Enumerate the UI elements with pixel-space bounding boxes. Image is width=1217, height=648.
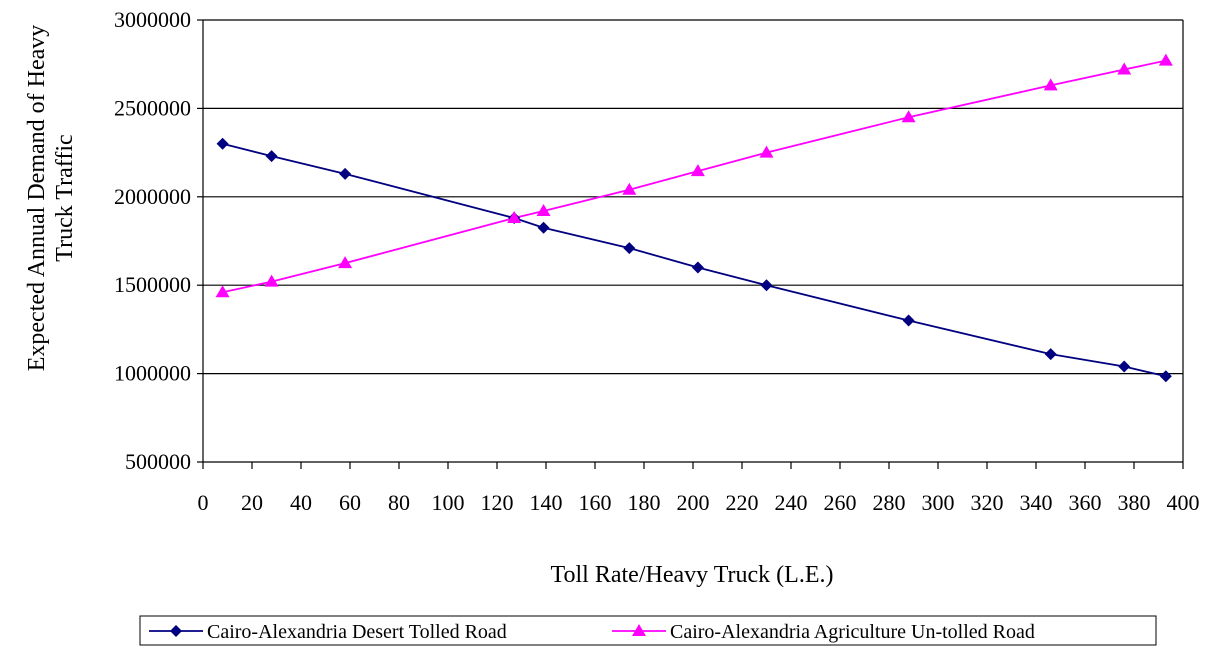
diamond-data-point bbox=[1118, 360, 1131, 373]
x-tick-label: 60 bbox=[339, 490, 361, 515]
x-tick-label: 300 bbox=[922, 490, 955, 515]
triangle-data-point bbox=[1158, 53, 1173, 66]
triangle-data-point bbox=[901, 110, 916, 123]
y-axis-title-line1: Expected Annual Demand of Heavy bbox=[24, 25, 50, 372]
gridlines bbox=[203, 19, 1183, 375]
y-axis-title-line2: Truck Traffic bbox=[52, 134, 78, 261]
y-tick-label: 3000000 bbox=[114, 7, 191, 32]
legend-triangle-marker bbox=[632, 624, 646, 636]
y-tick-label: 500000 bbox=[125, 449, 191, 474]
y-tick-label: 2000000 bbox=[114, 184, 191, 209]
x-tick-label: 20 bbox=[241, 490, 263, 515]
diamond-data-point bbox=[760, 279, 773, 292]
triangle-data-point bbox=[1117, 62, 1132, 75]
x-tick-label: 100 bbox=[432, 490, 465, 515]
triangle-data-point bbox=[1043, 78, 1058, 91]
x-tick-label: 220 bbox=[726, 490, 759, 515]
x-tick-label: 40 bbox=[290, 490, 312, 515]
y-tick-labels: 500000 1000000 1500000 2000000 2500000 300000… bbox=[114, 7, 191, 474]
y-tick-label: 2500000 bbox=[114, 95, 191, 120]
x-tick-label: 160 bbox=[579, 490, 612, 515]
x-tick-label: 0 bbox=[198, 490, 209, 515]
x-tick-label: 360 bbox=[1069, 490, 1102, 515]
series-line-agriculture-untolled bbox=[222, 59, 1167, 294]
legend-diamond-marker bbox=[170, 625, 182, 637]
x-tick-label: 120 bbox=[481, 490, 514, 515]
legend-label: Cairo-Alexandria Agriculture Un-tolled R… bbox=[670, 621, 1035, 643]
diamond-data-point bbox=[216, 137, 229, 150]
diamond-data-point bbox=[537, 221, 550, 234]
triangle-data-point bbox=[690, 164, 705, 177]
diamond-data-point bbox=[1159, 370, 1172, 383]
y-tick-label: 1500000 bbox=[114, 272, 191, 297]
diamond-data-point bbox=[1044, 348, 1057, 361]
x-axis-title: Toll Rate/Heavy Truck (L.E.) bbox=[551, 562, 834, 588]
triangle-data-point bbox=[759, 145, 774, 158]
x-tick-label: 380 bbox=[1118, 490, 1151, 515]
triangle-data-point bbox=[536, 203, 551, 216]
legend-label: Cairo-Alexandria Desert Tolled Road bbox=[207, 621, 507, 643]
triangle-data-point bbox=[338, 256, 353, 269]
x-tick-label: 320 bbox=[971, 490, 1004, 515]
triangle-data-point bbox=[507, 211, 522, 224]
legend: Cairo-Alexandria Desert Tolled Road Cairo… bbox=[139, 615, 1157, 646]
series-lines bbox=[222, 59, 1167, 378]
triangle-data-point bbox=[622, 182, 637, 195]
x-tick-label: 80 bbox=[388, 490, 410, 515]
diamond-data-point bbox=[623, 242, 636, 255]
x-tick-label: 140 bbox=[530, 490, 563, 515]
x-tick-label: 180 bbox=[628, 490, 661, 515]
diamond-data-point bbox=[265, 150, 278, 163]
triangle-data-point bbox=[215, 285, 230, 298]
series-markers bbox=[215, 53, 1173, 383]
triangle-data-point bbox=[264, 274, 279, 287]
x-tick-label: 200 bbox=[677, 490, 710, 515]
x-tick-label: 280 bbox=[873, 490, 906, 515]
diamond-data-point bbox=[902, 314, 915, 327]
y-tick-label: 1000000 bbox=[114, 361, 191, 386]
x-tick-label: 240 bbox=[775, 490, 808, 515]
diamond-data-point bbox=[339, 167, 352, 180]
x-tick-label: 340 bbox=[1020, 490, 1053, 515]
axes bbox=[197, 19, 1184, 469]
x-tick-label: 260 bbox=[824, 490, 857, 515]
diamond-data-point bbox=[691, 261, 704, 274]
x-tick-label: 400 bbox=[1167, 490, 1200, 515]
x-tick-labels: 0 20 40 60 80 100 120 140 160 180 200 220 240 260 280 3… bbox=[198, 490, 1200, 515]
series-line-desert-tolled bbox=[222, 142, 1167, 378]
